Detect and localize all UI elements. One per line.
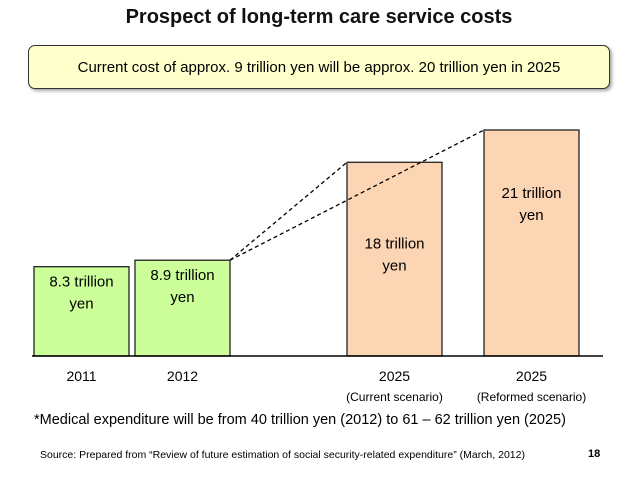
x-sublabel-2025-reformed: (Reformed scenario) xyxy=(477,390,586,404)
summary-callout: Current cost of approx. 9 trillion yen w… xyxy=(28,45,610,89)
projection-line-reformed xyxy=(229,129,485,261)
page-title: Prospect of long-term care service costs xyxy=(125,6,513,28)
source-citation: Source: Prepared from “Review of future … xyxy=(40,449,525,461)
bar-value-label-2025-current: 18 trillion xyxy=(364,235,424,252)
projection-line-current xyxy=(229,161,348,261)
x-tick-label-2025-current: 2025 xyxy=(379,368,410,384)
page-number: 18 xyxy=(588,448,601,460)
bar-2025-current xyxy=(346,161,443,357)
x-tick-label-2025-reformed: 2025 xyxy=(516,368,547,384)
x-tick-label-2012: 2012 xyxy=(167,368,198,384)
bar-2011 xyxy=(33,266,130,357)
medical-expenditure-note: *Medical expenditure will be from 40 tri… xyxy=(34,412,566,428)
bar-2025-reformed xyxy=(483,129,580,357)
summary-text: Current cost of approx. 9 trillion yen w… xyxy=(77,58,561,76)
bar-value-label-2011: 8.3 trillion xyxy=(49,274,113,291)
x-sublabel-2025-current: (Current scenario) xyxy=(346,390,443,404)
bar-value-label-2025-reformed: yen xyxy=(519,207,543,224)
x-tick-label-2011: 2011 xyxy=(66,368,96,384)
bar-value-label-2012: yen xyxy=(170,289,194,306)
bar-2012 xyxy=(134,259,231,357)
bar-value-label-2011: yen xyxy=(69,296,93,313)
bar-value-label-2025-reformed: 21 trillion xyxy=(501,185,561,202)
bar-value-label-2025-current: yen xyxy=(382,257,406,274)
bar-value-label-2012: 8.9 trillion xyxy=(150,267,214,284)
